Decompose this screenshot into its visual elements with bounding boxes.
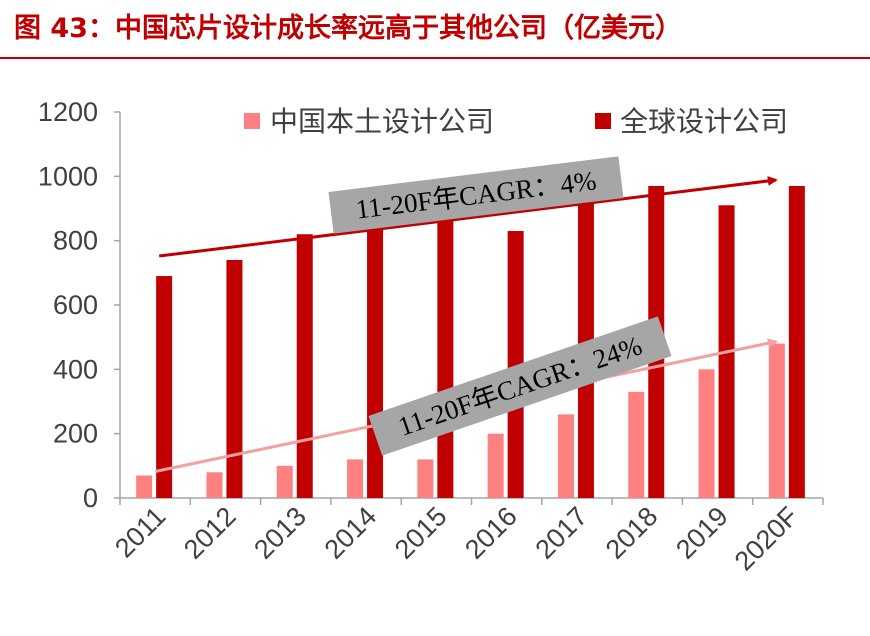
bar-china [417, 459, 434, 498]
x-tick-label: 2012 [178, 501, 242, 565]
x-tick-label: 2020F [729, 501, 804, 576]
bar-global [226, 259, 243, 498]
y-tick-label: 800 [53, 226, 98, 256]
bar-china [347, 459, 364, 498]
legend-label-china: 中国本土设计公司 [270, 105, 494, 138]
bar-china [557, 414, 574, 498]
cagr-annotations: 11-20F年CAGR：4%11-20F年CAGR：24% [154, 156, 778, 473]
legend: 中国本土设计公司 全球设计公司 [244, 105, 788, 138]
bar-china [628, 391, 645, 498]
bars [136, 185, 805, 499]
y-tick-label: 1200 [38, 97, 98, 127]
y-tick-label: 600 [53, 290, 98, 320]
bar-china [276, 465, 293, 498]
legend-label-global: 全球设计公司 [620, 105, 788, 138]
y-tick-label: 0 [83, 483, 98, 513]
x-tick-label: 2018 [600, 501, 664, 565]
x-tick-label: 2017 [529, 501, 593, 565]
bar-china [206, 472, 223, 498]
title-rule [0, 57, 870, 59]
bar-global [156, 276, 173, 498]
bar-china [768, 343, 785, 498]
bar-global [788, 185, 805, 498]
bar-china [136, 475, 153, 498]
chart-title: 图 43：中国芯片设计成长率远高于其他公司（亿美元） [14, 13, 682, 44]
bar-global [367, 221, 384, 498]
bar-global [296, 234, 313, 498]
x-tick-label: 2015 [389, 501, 453, 565]
global-cagr-arrow [158, 176, 778, 258]
cagr-box [328, 156, 624, 234]
bar-china [487, 433, 504, 498]
y-tick-label: 1000 [38, 161, 98, 191]
x-tick-label: 2013 [248, 501, 312, 565]
legend-swatch-china [244, 113, 260, 129]
y-tick-label: 400 [53, 354, 98, 384]
bar-global [507, 231, 524, 498]
x-tick-label: 2019 [670, 501, 734, 565]
bar-global [437, 218, 454, 498]
x-tick-label: 2011 [109, 501, 171, 563]
x-tick-label: 2016 [459, 501, 523, 565]
cagr-box [368, 316, 672, 456]
y-tick-label: 200 [53, 419, 98, 449]
bar-china [698, 369, 715, 498]
x-tick-label: 2014 [319, 501, 383, 565]
legend-swatch-global [595, 113, 611, 129]
